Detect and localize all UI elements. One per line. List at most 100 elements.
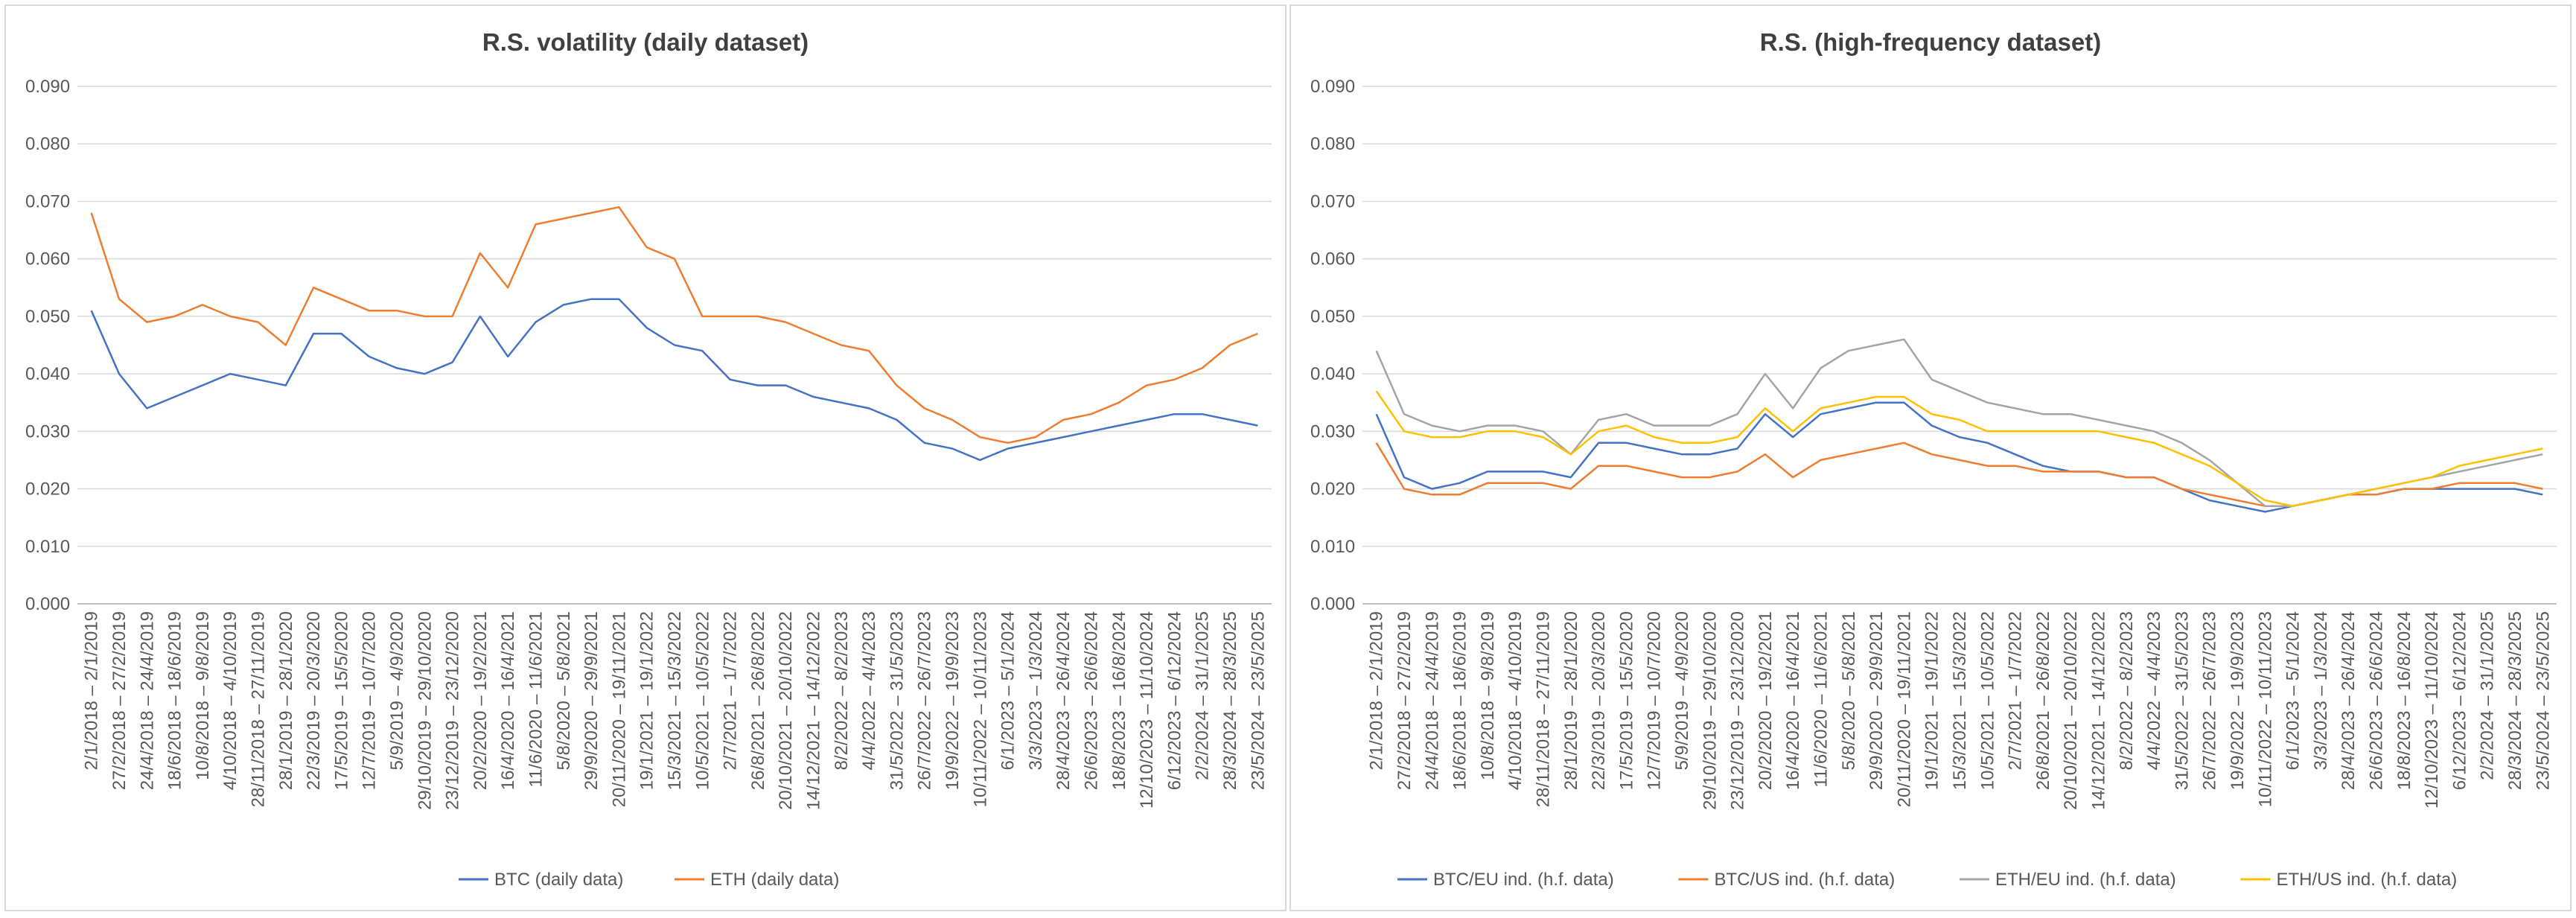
x-tick-label: 10/5/2021 – 10/5/2022 [692,611,712,790]
y-tick-label: 0.090 [25,77,70,97]
x-tick-label: 20/11/2020 – 19/11/2021 [1894,611,1914,807]
y-tick-label: 0.000 [1310,594,1355,614]
series-line [90,205,1258,444]
x-tick-label: 22/3/2019 – 20/3/2020 [1589,611,1609,790]
y-tick-label: 0.010 [1310,537,1355,557]
x-tick-label: 29/10/2019 – 29/10/2020 [415,611,435,810]
x-tick-label: 26/6/2023 – 26/6/2024 [2367,611,2387,790]
x-tick-label: 19/9/2022 – 19/9/2023 [2228,611,2248,790]
x-tick-label: 14/12/2021 – 14/12/2022 [804,611,824,810]
x-tick-label: 27/2/2018 – 27/2/2019 [1394,611,1415,790]
x-tick-label: 23/5/2024 – 23/5/2025 [1248,611,1268,790]
x-tick-label: 29/9/2020 – 29/9/2021 [581,611,602,790]
x-tick-label: 5/9/2019 – 4/9/2020 [387,611,407,771]
x-tick-label: 2/1/2018 – 2/1/2019 [82,611,102,771]
x-tick-label: 28/3/2024 – 28/3/2025 [1220,611,1240,790]
x-tick-label: 4/4/2022 – 4/4/2023 [859,611,879,771]
x-tick-label: 6/1/2023 – 5/1/2024 [998,611,1018,771]
x-tick-label: 8/2/2022 – 8/2/2023 [832,611,852,771]
x-tick-label: 11/6/2020 – 11/6/2021 [1811,611,1831,788]
line-chart-daily: 0.000 0.010 0.020 0.030 0.040 0.050 0.060 0.070… [25,77,1272,890]
chart-title: R.S. volatility (daily dataset) [482,28,809,56]
x-tick-label: 20/2/2020 – 19/2/2021 [1756,611,1776,790]
x-tick-label: 11/6/2020 – 11/6/2021 [526,611,546,788]
x-tick-label: 17/5/2019 – 15/5/2020 [1616,611,1636,790]
x-tick-label: 16/4/2020 – 16/4/2021 [498,611,518,790]
x-tick-label: 31/5/2022 – 31/5/2023 [2172,611,2192,790]
x-tick-label: 28/4/2023 – 26/4/2024 [2339,611,2359,790]
x-tick-label: 2/2/2024 – 31/1/2025 [2478,611,2498,780]
x-tick-label: 26/6/2023 – 26/6/2024 [1082,611,1102,790]
line-chart-high-frequency: 0.000 0.010 0.020 0.030 0.040 0.050 0.060 0.070… [1310,77,2557,890]
x-tick-label: 24/4/2018 – 24/4/2019 [137,611,157,790]
x-tick-label: 17/5/2019 – 15/5/2020 [331,611,351,790]
y-tick-label: 0.090 [1310,77,1355,97]
chart-title: R.S. (high-frequency dataset) [1759,28,2102,56]
x-tick-label: 12/10/2023 – 11/10/2024 [1137,611,1157,809]
x-tick-label: 28/1/2019 – 28/1/2020 [1561,611,1581,790]
y-tick-label: 0.030 [1310,421,1355,442]
y-tick-label: 0.050 [25,307,70,327]
y-tick-label: 0.040 [25,364,70,384]
y-tick-label: 0.010 [25,537,70,557]
x-tick-label: 29/9/2020 – 29/9/2021 [1866,611,1887,790]
x-tick-label: 4/10/2018 – 4/10/2019 [220,611,240,790]
x-tick-label: 10/11/2022 – 10/11/2023 [2255,611,2275,807]
x-tick-label: 2/7/2021 – 1/7/2022 [2006,611,2026,771]
x-tick-label: 5/8/2020 – 5/8/2021 [554,611,574,771]
y-tick-label: 0.070 [25,191,70,211]
y-tick-label: 0.030 [25,421,70,442]
x-tick-label: 19/9/2022 – 19/9/2023 [943,611,963,790]
legend-label: ETH/US ind. (h.f. data) [2277,870,2458,890]
y-tick-label: 0.020 [25,479,70,500]
x-tick-label: 28/4/2023 – 26/4/2024 [1053,611,1074,790]
legend-label: BTC (daily data) [494,870,623,890]
x-tick-label: 18/8/2023 – 16/8/2024 [1109,611,1129,790]
x-tick-label: 6/12/2023 – 6/12/2024 [1164,611,1185,790]
x-tick-label: 6/12/2023 – 6/12/2024 [2449,611,2470,790]
legend-label: BTC/US ind. (h.f. data) [1715,870,1896,890]
x-tick-label: 3/3/2023 – 1/3/2024 [1026,611,1046,771]
x-tick-label: 26/7/2022 – 26/7/2023 [915,611,935,790]
x-tick-label: 2/2/2024 – 31/1/2025 [1193,611,1213,780]
x-tick-label: 23/12/2019 – 23/12/2020 [443,611,463,810]
x-tick-label: 2/1/2018 – 2/1/2019 [1367,611,1387,771]
x-tick-label: 22/3/2019 – 20/3/2020 [304,611,324,790]
x-tick-label: 28/3/2024 – 28/3/2025 [2505,611,2525,790]
chart-panel-daily: R.S. volatility (daily dataset) 0.000 0.0… [4,4,1287,911]
x-tick-label: 12/7/2019 – 10/7/2020 [360,611,380,790]
x-tick-label: 10/8/2018 – 9/8/2019 [1478,611,1498,780]
x-tick-label: 23/5/2024 – 23/5/2025 [2533,611,2553,790]
x-tick-label: 20/2/2020 – 19/2/2021 [471,611,491,790]
x-tick-label: 3/3/2023 – 1/3/2024 [2311,611,2331,771]
y-tick-label: 0.020 [1310,479,1355,500]
y-tick-label: 0.060 [1310,249,1355,270]
x-tick-label: 6/1/2023 – 5/1/2024 [2283,611,2304,771]
x-tick-label: 10/11/2022 – 10/11/2023 [970,611,990,807]
x-tick-label: 20/10/2021 – 20/10/2022 [776,611,796,810]
x-tick-label: 5/9/2019 – 4/9/2020 [1672,611,1692,771]
x-tick-label: 28/11/2018 – 27/11/2019 [248,611,268,807]
x-tick-label: 15/3/2021 – 15/3/2022 [1950,611,1970,790]
x-tick-label: 18/6/2018 – 18/6/2019 [1450,611,1470,790]
x-tick-label: 2/7/2021 – 1/7/2022 [721,611,741,771]
x-tick-label: 24/4/2018 – 24/4/2019 [1422,611,1442,790]
legend-label: ETH/EU ind. (h.f. data) [1995,870,2176,890]
x-tick-label: 27/2/2018 – 27/2/2019 [109,611,130,790]
y-tick-label: 0.070 [1310,191,1355,211]
chart-panel-high-frequency: R.S. (high-frequency dataset) 0.000 0.010… [1289,4,2572,911]
x-tick-label: 26/8/2021 – 26/8/2022 [748,611,768,790]
series-line [1375,390,2543,507]
x-tick-label: 28/1/2019 – 28/1/2020 [276,611,296,790]
x-tick-label: 20/10/2021 – 20/10/2022 [2061,611,2081,810]
x-tick-label: 4/4/2022 – 4/4/2023 [2144,611,2164,771]
x-tick-label: 4/10/2018 – 4/10/2019 [1505,611,1525,790]
y-tick-label: 0.000 [25,594,70,614]
x-tick-label: 14/12/2021 – 14/12/2022 [2089,611,2109,810]
x-tick-label: 28/11/2018 – 27/11/2019 [1533,611,1553,807]
x-tick-label: 16/4/2020 – 16/4/2021 [1783,611,1803,790]
legend-label: BTC/EU ind. (h.f. data) [1433,870,1614,890]
x-tick-label: 26/7/2022 – 26/7/2023 [2200,611,2220,790]
x-tick-label: 31/5/2022 – 31/5/2023 [887,611,907,790]
x-tick-label: 12/10/2023 – 11/10/2024 [2422,611,2442,809]
